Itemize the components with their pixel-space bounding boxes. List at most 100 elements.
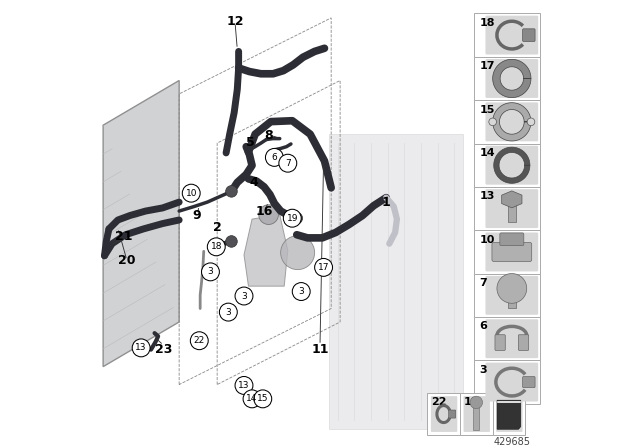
Circle shape <box>235 376 253 394</box>
Text: 2: 2 <box>212 221 221 234</box>
Circle shape <box>182 184 200 202</box>
FancyBboxPatch shape <box>486 276 538 315</box>
Circle shape <box>497 274 527 303</box>
Circle shape <box>207 238 225 256</box>
Circle shape <box>489 118 497 126</box>
FancyBboxPatch shape <box>474 187 540 230</box>
Polygon shape <box>329 134 463 429</box>
Text: 16: 16 <box>255 205 273 218</box>
Text: 14: 14 <box>246 394 258 403</box>
FancyBboxPatch shape <box>428 393 460 435</box>
Circle shape <box>281 236 315 270</box>
FancyBboxPatch shape <box>449 410 456 418</box>
FancyBboxPatch shape <box>500 233 524 246</box>
FancyBboxPatch shape <box>493 393 525 435</box>
Circle shape <box>527 118 535 126</box>
Text: 23: 23 <box>155 343 172 356</box>
Text: 3: 3 <box>298 287 304 296</box>
FancyBboxPatch shape <box>474 13 540 57</box>
Text: 17: 17 <box>479 61 495 71</box>
FancyBboxPatch shape <box>474 230 540 274</box>
Circle shape <box>226 185 237 197</box>
Text: 14: 14 <box>479 148 495 158</box>
Text: 19: 19 <box>287 214 298 223</box>
Circle shape <box>292 283 310 301</box>
FancyBboxPatch shape <box>486 59 538 98</box>
Text: 3: 3 <box>479 365 487 375</box>
Circle shape <box>470 396 483 409</box>
Text: 429685: 429685 <box>494 437 531 447</box>
Text: 8: 8 <box>264 129 273 142</box>
Circle shape <box>315 258 333 276</box>
FancyBboxPatch shape <box>474 317 540 360</box>
Text: 15: 15 <box>257 394 269 403</box>
FancyBboxPatch shape <box>473 399 479 430</box>
Text: 3: 3 <box>207 267 213 276</box>
FancyBboxPatch shape <box>495 335 505 350</box>
Circle shape <box>235 287 253 305</box>
Text: 18: 18 <box>479 18 495 28</box>
Circle shape <box>220 303 237 321</box>
FancyBboxPatch shape <box>508 289 516 308</box>
FancyBboxPatch shape <box>474 360 540 404</box>
Text: 19: 19 <box>463 397 479 407</box>
Text: 11: 11 <box>311 343 329 356</box>
Text: 13: 13 <box>136 343 147 353</box>
FancyBboxPatch shape <box>463 396 490 432</box>
FancyBboxPatch shape <box>523 29 535 41</box>
Circle shape <box>190 332 208 349</box>
Text: 7: 7 <box>285 159 291 168</box>
Circle shape <box>266 148 284 166</box>
Text: 1: 1 <box>382 196 390 209</box>
Polygon shape <box>244 215 288 286</box>
FancyBboxPatch shape <box>486 233 538 271</box>
Text: 6: 6 <box>479 322 488 332</box>
Text: 3: 3 <box>225 308 231 317</box>
Text: 13: 13 <box>479 191 495 201</box>
Text: 7: 7 <box>479 278 488 288</box>
Text: 13: 13 <box>238 381 250 390</box>
FancyBboxPatch shape <box>518 335 529 350</box>
Text: 5: 5 <box>246 136 255 149</box>
FancyBboxPatch shape <box>474 143 540 187</box>
Text: 6: 6 <box>271 153 277 162</box>
Polygon shape <box>497 400 521 429</box>
Text: 22: 22 <box>194 336 205 345</box>
FancyBboxPatch shape <box>486 146 538 185</box>
Text: 10: 10 <box>479 235 495 245</box>
FancyBboxPatch shape <box>486 319 538 358</box>
FancyBboxPatch shape <box>486 16 538 55</box>
Circle shape <box>279 154 297 172</box>
Circle shape <box>202 263 220 281</box>
Circle shape <box>259 205 278 224</box>
FancyBboxPatch shape <box>523 377 535 388</box>
Text: 3: 3 <box>241 292 247 301</box>
Circle shape <box>254 390 272 408</box>
Circle shape <box>243 390 261 408</box>
Circle shape <box>211 241 222 253</box>
FancyBboxPatch shape <box>508 199 516 223</box>
Circle shape <box>284 209 301 227</box>
FancyBboxPatch shape <box>474 100 540 143</box>
Polygon shape <box>103 81 179 366</box>
FancyBboxPatch shape <box>474 274 540 317</box>
Text: 22: 22 <box>431 397 446 407</box>
Polygon shape <box>502 191 522 208</box>
FancyBboxPatch shape <box>486 362 538 401</box>
Text: 18: 18 <box>211 242 222 251</box>
Text: 9: 9 <box>193 209 202 222</box>
FancyBboxPatch shape <box>474 57 540 100</box>
FancyBboxPatch shape <box>486 189 538 228</box>
FancyBboxPatch shape <box>496 396 522 432</box>
Text: 20: 20 <box>118 254 136 267</box>
FancyBboxPatch shape <box>492 242 532 262</box>
Text: 10: 10 <box>186 189 197 198</box>
Polygon shape <box>493 59 531 98</box>
Circle shape <box>132 339 150 357</box>
Text: 17: 17 <box>318 263 330 272</box>
FancyBboxPatch shape <box>431 396 457 432</box>
Polygon shape <box>493 147 530 183</box>
Circle shape <box>291 212 303 224</box>
Text: 15: 15 <box>479 105 495 115</box>
Text: 21: 21 <box>115 230 133 243</box>
